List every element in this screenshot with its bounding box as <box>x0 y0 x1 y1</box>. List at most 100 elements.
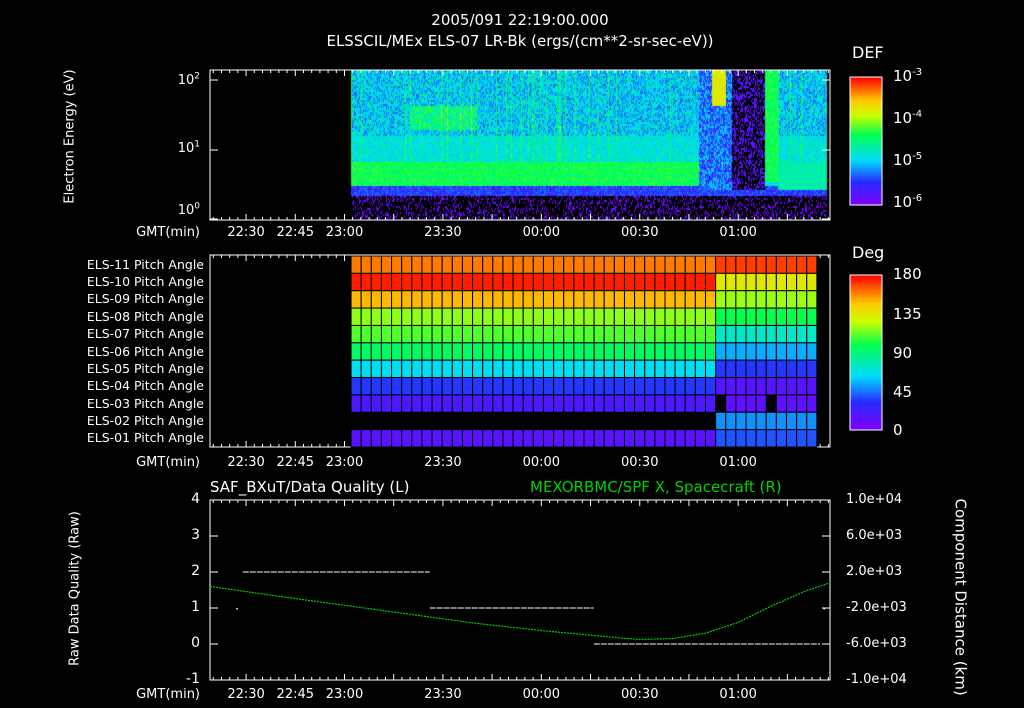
deg-colorbar-band <box>850 307 882 308</box>
def-colorbar-band <box>850 160 882 161</box>
pitch-cell <box>461 377 474 396</box>
right-series-title: MEXORBMC/SPF X, Spacecraft (R) <box>530 478 782 496</box>
pitch-cell <box>684 307 696 326</box>
deg-colorbar-band <box>850 377 882 378</box>
pitch-cell <box>391 429 403 448</box>
time-tick-0100: 01:00 <box>719 687 757 702</box>
pitch-cell <box>451 359 463 379</box>
pitch-cell <box>522 290 534 309</box>
pitch-cell <box>785 342 798 361</box>
pitch-cell <box>623 377 636 396</box>
pitch-cell <box>441 290 453 309</box>
pitch-cell <box>370 290 382 309</box>
pitch-cell <box>785 377 798 396</box>
deg-colorbar-band <box>850 313 882 314</box>
deg-colorbar-band <box>850 315 882 316</box>
def-colorbar-band <box>850 196 882 197</box>
def-colorbar-band <box>850 183 882 184</box>
deg-colorbar-band <box>850 419 882 420</box>
pitch-cell <box>775 377 787 396</box>
pitch-cell <box>502 324 514 344</box>
pitch-cell <box>411 324 423 344</box>
pitch-cell <box>512 342 524 361</box>
deg-colorbar-band <box>850 378 882 379</box>
deg-colorbar-title: Deg <box>852 243 885 262</box>
pitch-cell <box>532 359 544 379</box>
pitch-cell <box>451 272 463 292</box>
pitch-cell <box>522 359 534 379</box>
pitch-cell <box>492 342 504 361</box>
def-colorbar-band <box>850 154 882 155</box>
pitch-row-label-10: ELS-10 Pitch Angle <box>86 274 204 290</box>
pitch-cell <box>765 290 777 309</box>
pitch-cell <box>360 272 372 292</box>
deg-colorbar-band <box>850 417 882 418</box>
def-colorbar-band <box>850 112 882 113</box>
pitch-cell <box>370 377 382 396</box>
deg-colorbar-band <box>850 361 882 362</box>
deg-colorbar-band <box>850 335 882 336</box>
pitch-cell <box>654 429 666 448</box>
deg-colorbar-band <box>850 342 882 343</box>
pitch-cell <box>674 359 686 379</box>
pitch-cell <box>411 307 423 326</box>
pitch-cell <box>350 290 362 309</box>
pitch-cell <box>451 324 463 344</box>
pitch-cell <box>634 255 646 274</box>
pitch-cell <box>613 359 625 379</box>
pitch-cell <box>502 255 514 274</box>
pitch-cell <box>755 411 767 431</box>
def-colorbar-band <box>850 141 882 142</box>
pitch-cell <box>441 255 453 274</box>
pitch-cell <box>360 359 372 379</box>
pitch-cell <box>350 307 362 326</box>
pitch-cell <box>350 377 362 396</box>
pitch-cell <box>391 307 403 326</box>
deg-colorbar-band <box>850 424 882 425</box>
def-colorbar-band <box>850 163 882 164</box>
pitch-cell <box>532 429 544 448</box>
pitch-cell <box>684 290 696 309</box>
pitch-cell <box>583 377 595 396</box>
pitch-cell <box>472 429 484 448</box>
pitch-cell <box>573 377 585 396</box>
pitch-cell <box>704 394 717 413</box>
pitch-cell <box>623 429 636 448</box>
deg-colorbar-band <box>850 402 882 403</box>
pitch-cell <box>634 307 646 326</box>
deg-colorbar-band <box>850 327 882 328</box>
deg-colorbar-band <box>850 369 882 370</box>
pitch-cell <box>704 377 717 396</box>
deg-colorbar-band <box>850 427 882 428</box>
deg-colorbar-band <box>850 350 882 351</box>
pitch-cell <box>785 307 798 326</box>
pitch-cell <box>735 255 747 274</box>
pitch-cell <box>725 394 737 413</box>
pitch-cell <box>583 324 595 344</box>
deg-colorbar-band <box>850 336 882 337</box>
pitch-cell <box>694 272 706 292</box>
deg-colorbar-band <box>850 364 882 365</box>
deg-colorbar-band <box>850 404 882 405</box>
pitch-cell <box>553 394 565 413</box>
pitch-cell <box>634 377 646 396</box>
pitch-cell <box>502 394 514 413</box>
deg-colorbar-band <box>850 421 882 422</box>
pitch-cell <box>694 359 706 379</box>
def-colorbar-band <box>850 158 882 159</box>
cbar-tick-180: 180 <box>893 265 922 283</box>
deg-colorbar-band <box>850 322 882 323</box>
pitch-cell <box>634 394 646 413</box>
pitch-cell <box>421 394 433 413</box>
pitch-cell <box>674 394 686 413</box>
pitch-cell <box>613 342 625 361</box>
def-colorbar-band <box>850 87 882 88</box>
pitch-cell <box>755 429 767 448</box>
pitch-cell <box>775 359 787 379</box>
pitch-cell <box>360 377 372 396</box>
pitch-cell <box>745 359 757 379</box>
pitch-cell <box>492 324 504 344</box>
def-colorbar-band <box>850 83 882 84</box>
pitch-cell <box>725 411 737 431</box>
pitch-cell <box>806 429 818 448</box>
